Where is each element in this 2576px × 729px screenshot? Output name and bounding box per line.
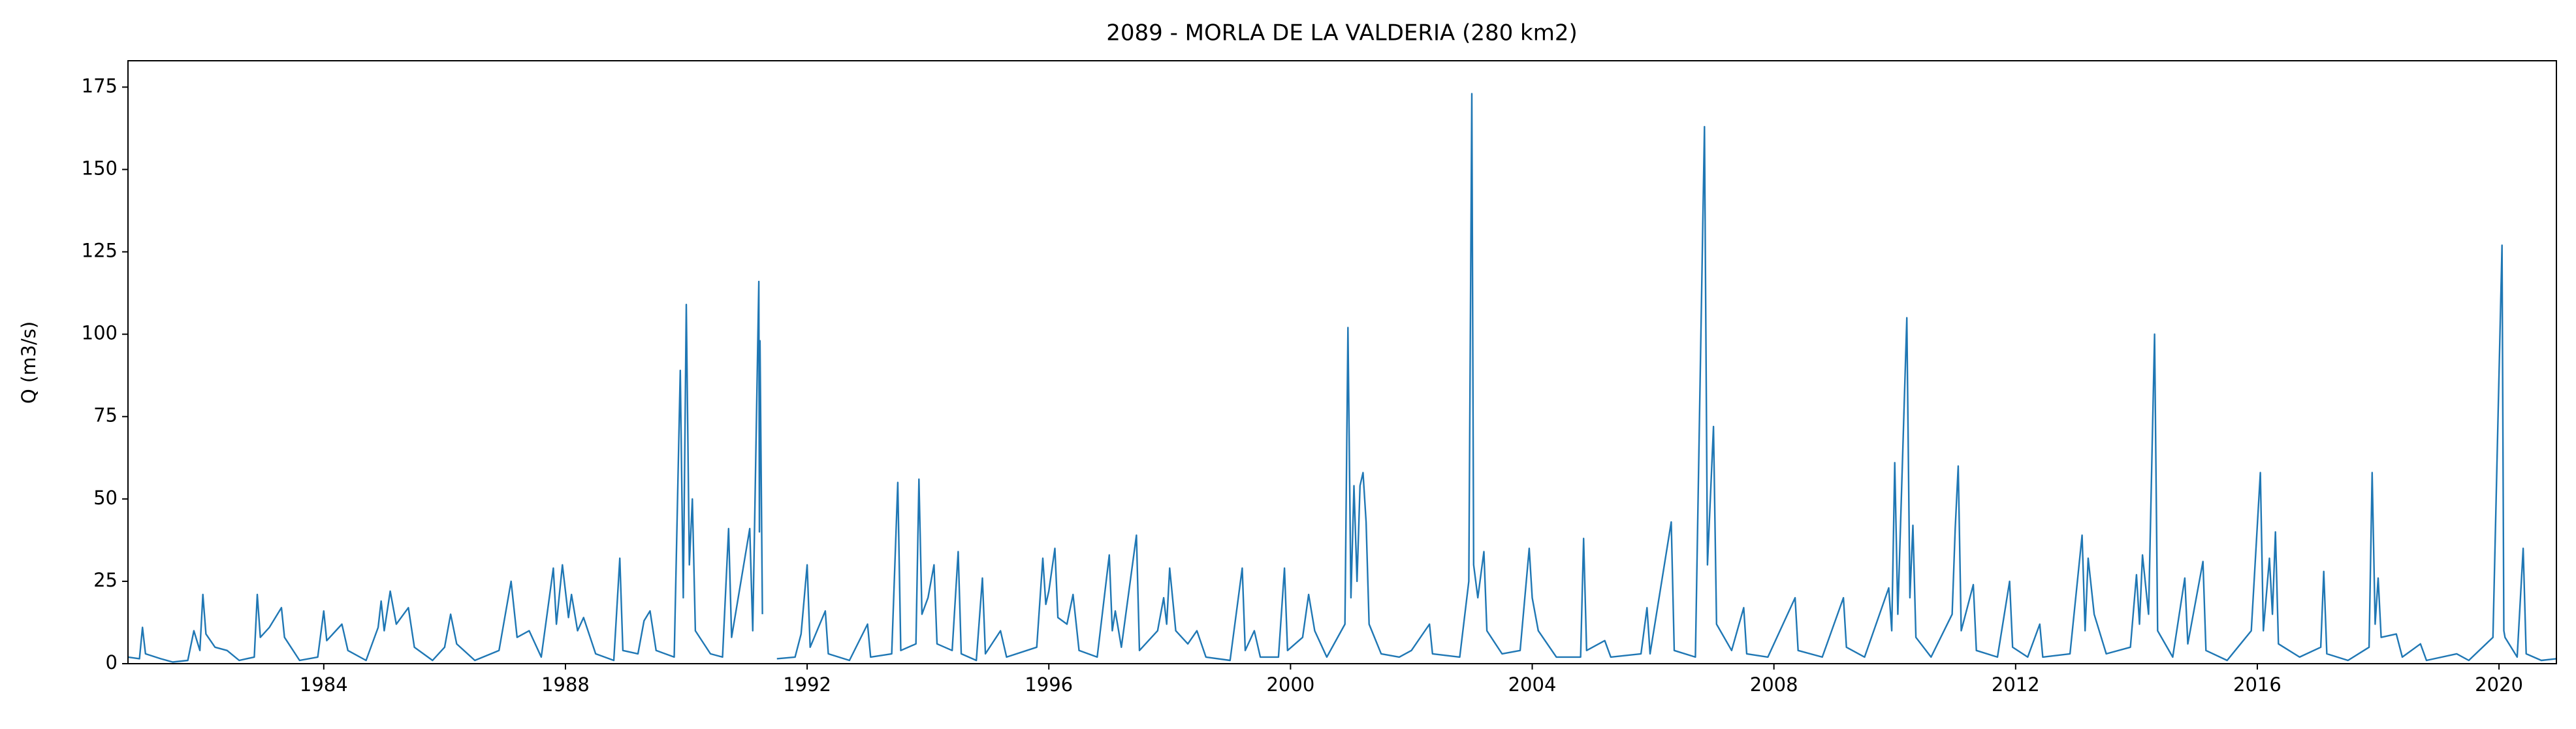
y-tick-label: 25 xyxy=(93,569,118,591)
plot-frame xyxy=(127,60,2557,664)
y-tick-label: 50 xyxy=(93,487,118,509)
chart-title: 2089 - MORLA DE LA VALDERIA (280 km2) xyxy=(1106,20,1578,46)
y-tick-label: 175 xyxy=(82,74,118,97)
x-tick-label: 2004 xyxy=(1508,673,1557,696)
y-axis-label: Q (m3/s) xyxy=(18,321,40,404)
x-tick-label: 1984 xyxy=(300,673,348,696)
x-tick-label: 2008 xyxy=(1750,673,1798,696)
x-tick-label: 2016 xyxy=(2233,673,2282,696)
x-tick-label: 2020 xyxy=(2475,673,2523,696)
x-tick-label: 1992 xyxy=(783,673,831,696)
y-tick-label: 150 xyxy=(82,157,118,179)
y-tick-label: 125 xyxy=(82,240,118,262)
flow-line xyxy=(127,93,2557,663)
x-tick-label: 1988 xyxy=(541,673,590,696)
y-tick-label: 100 xyxy=(82,322,118,344)
x-tick-label: 2000 xyxy=(1266,673,1314,696)
x-tick-label: 1996 xyxy=(1025,673,1073,696)
x-tick-label: 2012 xyxy=(1992,673,2040,696)
y-tick-label: 75 xyxy=(93,404,118,427)
y-tick-label: 0 xyxy=(106,651,118,673)
